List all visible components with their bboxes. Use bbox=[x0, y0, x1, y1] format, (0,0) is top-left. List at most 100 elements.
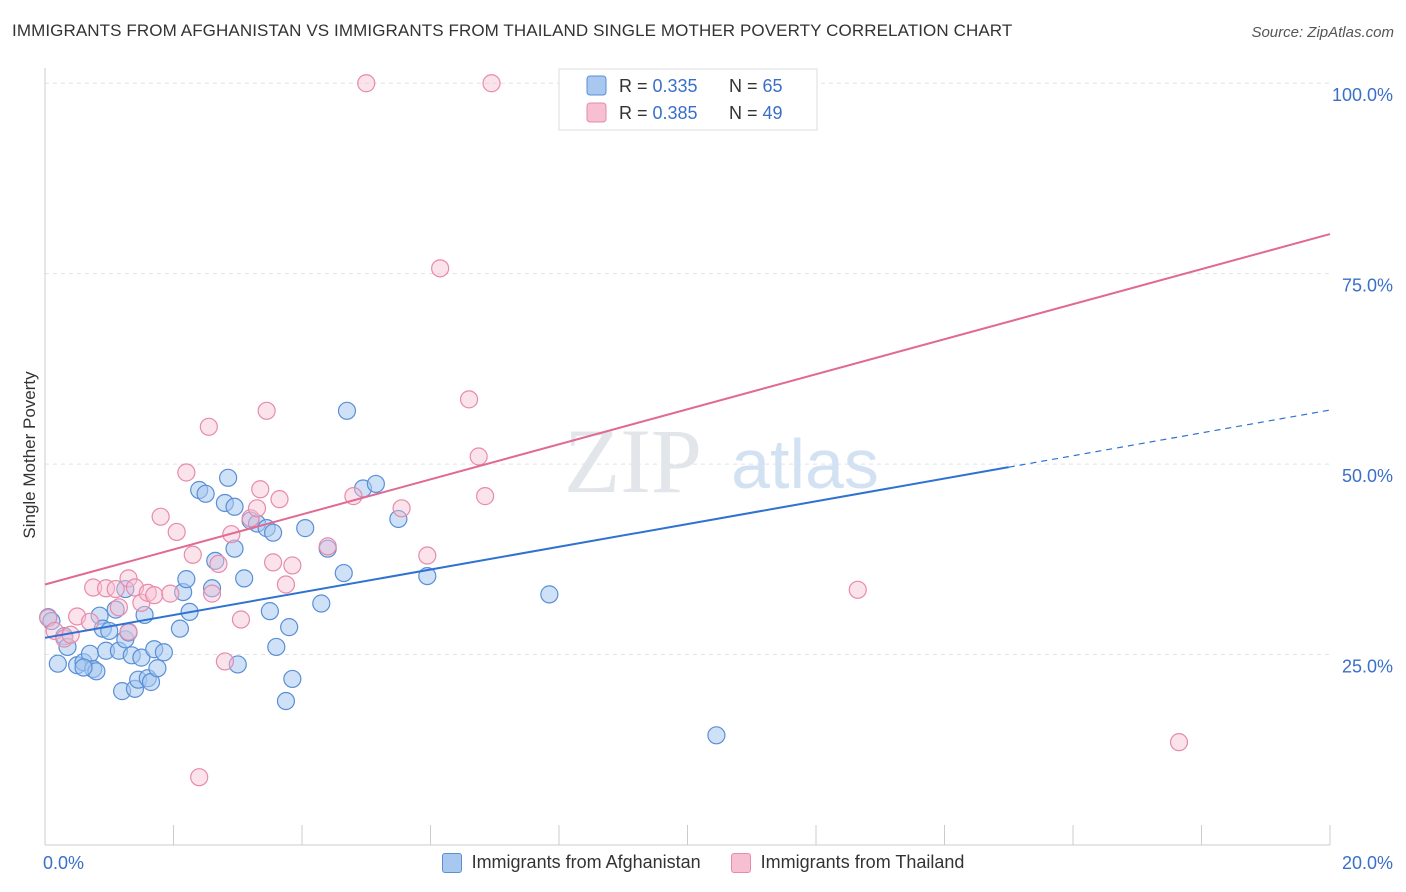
thailand-point-28 bbox=[251, 480, 270, 499]
thailand-point-35 bbox=[344, 487, 363, 506]
thailand-point-9 bbox=[109, 598, 128, 617]
afghanistan-point-50 bbox=[276, 691, 296, 711]
thailand-point-48 bbox=[202, 584, 222, 603]
chart-title: IMMIGRANTS FROM AFGHANISTAN VS IMMIGRANT… bbox=[12, 21, 1013, 40]
legend-item-afghanistan: Immigrants from Afghanistan bbox=[441, 852, 701, 873]
thailand-point-23 bbox=[215, 652, 234, 671]
afghanistan-point-15 bbox=[106, 600, 125, 619]
watermark-atlas: atlas bbox=[731, 425, 879, 503]
thailand-point-20 bbox=[190, 768, 209, 787]
thailand-point-25 bbox=[231, 610, 251, 629]
y-axis-label: Single Mother Poverty bbox=[20, 371, 39, 539]
y-tick-label-0: 25.0% bbox=[1342, 657, 1393, 677]
grid-lines bbox=[45, 82, 1330, 656]
afghanistan-point-62 bbox=[116, 579, 135, 599]
legend-r-value-thailand: 0.385 bbox=[653, 103, 698, 123]
thailand-point-42 bbox=[476, 487, 495, 506]
thailand-point-26 bbox=[241, 509, 260, 528]
thailand-point-33 bbox=[283, 556, 302, 575]
legend-label-afghanistan: Immigrants from Afghanistan bbox=[471, 852, 701, 872]
legend-r-value-afghanistan: 0.335 bbox=[653, 76, 698, 96]
trend-line-thailand bbox=[44, 233, 1331, 586]
afghanistan-point-49 bbox=[283, 669, 302, 689]
afghanistan-point-58 bbox=[389, 509, 408, 529]
afghanistan-point-23 bbox=[132, 648, 151, 667]
thailand-point-31 bbox=[270, 490, 289, 509]
axes bbox=[44, 68, 1331, 846]
legend-r-label-thailand: R = 0.385 bbox=[619, 103, 698, 123]
afghanistan-point-29 bbox=[154, 643, 173, 662]
thailand-point-7 bbox=[96, 579, 116, 598]
thailand-point-36 bbox=[357, 74, 376, 93]
afghanistan-point-55 bbox=[337, 401, 357, 420]
afghanistan-point-42 bbox=[235, 569, 254, 588]
thailand-point-46 bbox=[1169, 733, 1189, 752]
afghanistan-point-37 bbox=[206, 551, 225, 570]
thailand-point-27 bbox=[247, 499, 267, 518]
legend-n-value-thailand: 49 bbox=[763, 103, 783, 123]
thailand-point-38 bbox=[418, 546, 437, 565]
afghanistan-point-57 bbox=[366, 474, 385, 494]
afghanistan-point-54 bbox=[334, 563, 353, 583]
afghanistan-point-1 bbox=[42, 611, 61, 631]
thailand-point-40 bbox=[459, 390, 479, 409]
legend-swatch-thailand bbox=[586, 102, 607, 123]
thailand-point-15 bbox=[151, 507, 170, 526]
thailand-point-17 bbox=[167, 522, 186, 542]
watermark: ZIP atlas bbox=[564, 410, 879, 512]
afghanistan-point-35 bbox=[196, 484, 215, 503]
afghanistan-point-51 bbox=[296, 519, 315, 538]
x-tick-label-0: 0.0% bbox=[43, 853, 84, 873]
legend-item-thailand: Immigrants from Thailand bbox=[730, 852, 965, 873]
afghanistan-point-60 bbox=[540, 585, 559, 604]
y-tick-label-1: 50.0% bbox=[1342, 466, 1393, 486]
thailand-point-37 bbox=[392, 499, 411, 518]
thailand-point-39 bbox=[431, 259, 450, 278]
thailand-point-16 bbox=[161, 584, 180, 603]
series-thailand-points bbox=[39, 74, 1189, 787]
thailand-point-34 bbox=[318, 537, 337, 556]
afghanistan-point-52 bbox=[312, 594, 331, 613]
thailand-point-29 bbox=[257, 401, 276, 420]
y-tick-labels: 25.0% 50.0% 75.0% 100.0% bbox=[1332, 85, 1393, 676]
thailand-point-19 bbox=[183, 545, 202, 564]
afghanistan-point-46 bbox=[260, 602, 279, 621]
legend-bottom: Immigrants from Afghanistan Immigrants f… bbox=[0, 852, 1406, 873]
trend-lines bbox=[44, 233, 1331, 639]
thailand-point-18 bbox=[177, 463, 196, 482]
afghanistan-point-10 bbox=[74, 658, 93, 677]
afghanistan-point-40 bbox=[225, 539, 244, 558]
thailand-point-45 bbox=[848, 580, 867, 599]
legend-label-thailand: Immigrants from Thailand bbox=[760, 852, 965, 872]
thailand-point-6 bbox=[84, 578, 103, 597]
afghanistan-point-30 bbox=[170, 619, 190, 638]
afghanistan-point-39 bbox=[219, 468, 238, 487]
thailand-point-30 bbox=[263, 553, 283, 572]
y-tick-label-3: 100.0% bbox=[1332, 85, 1393, 105]
x-tick-label-1: 20.0% bbox=[1342, 853, 1393, 873]
legend-swatch-thailand bbox=[730, 852, 751, 873]
x-tick-labels: 0.0% 20.0% bbox=[43, 853, 1393, 873]
afghanistan-point-61 bbox=[707, 726, 726, 745]
trend-line-afghanistan-extension bbox=[1008, 409, 1331, 468]
afghanistan-point-36 bbox=[202, 579, 222, 598]
afghanistan-point-47 bbox=[267, 637, 286, 657]
watermark-zip: ZIP bbox=[564, 410, 702, 512]
legend-swatch-afghanistan bbox=[441, 852, 462, 873]
thailand-point-22 bbox=[209, 554, 228, 574]
thailand-point-47 bbox=[119, 622, 138, 641]
legend-n-value-afghanistan: 65 bbox=[763, 76, 783, 96]
thailand-point-10 bbox=[119, 569, 138, 588]
legend-swatch-afghanistan bbox=[586, 75, 607, 96]
y-tick-label-2: 75.0% bbox=[1342, 276, 1393, 296]
afghanistan-point-48 bbox=[280, 618, 299, 637]
afghanistan-point-2 bbox=[48, 654, 67, 673]
source-label: Source: ZipAtlas.com bbox=[1251, 24, 1394, 41]
thailand-point-21 bbox=[199, 417, 218, 436]
thailand-point-14 bbox=[145, 586, 164, 605]
afghanistan-point-32 bbox=[177, 570, 196, 589]
thailand-point-5 bbox=[80, 612, 100, 631]
thailand-point-32 bbox=[276, 575, 296, 594]
thailand-point-8 bbox=[106, 579, 125, 599]
